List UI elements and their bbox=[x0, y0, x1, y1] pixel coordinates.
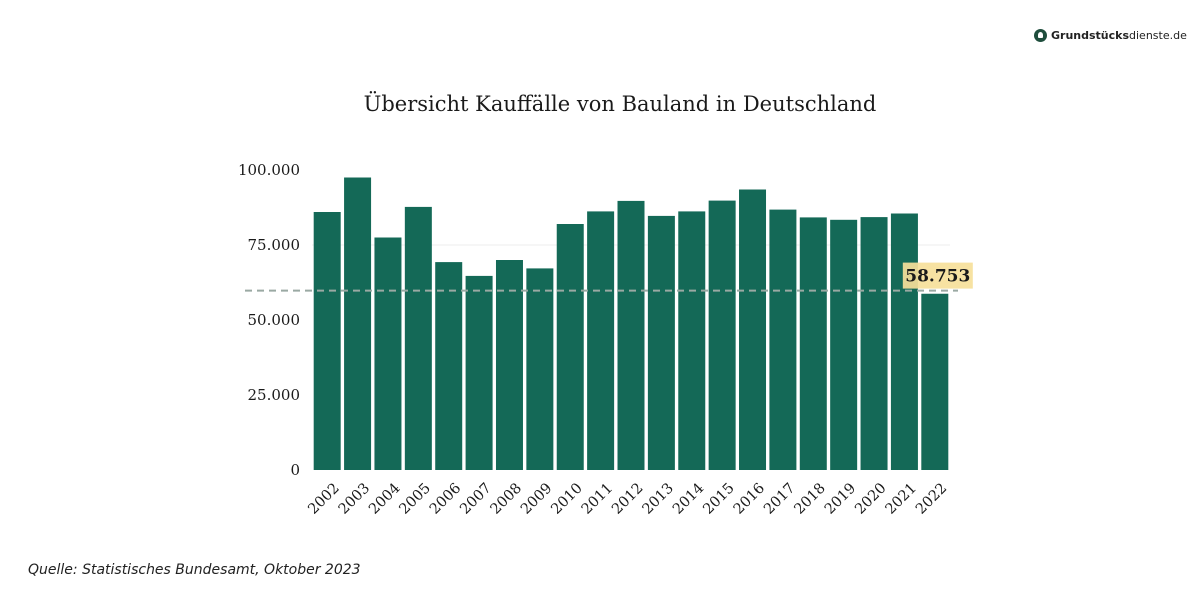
y-tick-label: 100.000 bbox=[238, 161, 300, 179]
bar-2002 bbox=[313, 212, 341, 470]
x-tick-label: 2014 bbox=[670, 480, 707, 517]
x-tick-label: 2005 bbox=[397, 480, 434, 517]
source-note: Quelle: Statistisches Bundesamt, Oktober… bbox=[28, 562, 361, 578]
x-tick-label: 2013 bbox=[640, 480, 677, 517]
bar-2014 bbox=[678, 211, 706, 470]
x-tick-label: 2010 bbox=[548, 480, 585, 517]
bar-2010 bbox=[556, 224, 584, 470]
y-tick-label: 50.000 bbox=[248, 311, 301, 329]
brand-logo: Grundstücksdienste.de bbox=[1034, 29, 1187, 42]
brand-name-bold: Grundstücks bbox=[1051, 29, 1130, 42]
bar-2021 bbox=[890, 213, 918, 470]
bar-2005 bbox=[404, 206, 432, 470]
bar-2019 bbox=[830, 219, 858, 470]
x-tick-label: 2017 bbox=[761, 480, 798, 517]
x-tick-label: 2016 bbox=[731, 480, 768, 517]
bar-2007 bbox=[465, 275, 493, 470]
x-tick-label: 2012 bbox=[609, 480, 646, 517]
bar-2006 bbox=[435, 262, 463, 470]
brand-name-light: dienste.de bbox=[1129, 29, 1187, 42]
x-tick-label: 2018 bbox=[791, 480, 828, 517]
y-tick-label: 0 bbox=[290, 461, 300, 479]
y-tick-label: 75.000 bbox=[248, 236, 301, 254]
annotation-label: 58.753 bbox=[905, 267, 970, 287]
x-tick-label: 2015 bbox=[700, 480, 737, 517]
x-tick-label: 2020 bbox=[852, 480, 889, 517]
bar-2016 bbox=[739, 189, 767, 470]
bar-2011 bbox=[587, 211, 615, 470]
bar-2012 bbox=[617, 200, 645, 470]
bar-2015 bbox=[708, 200, 736, 470]
x-tick-label: 2008 bbox=[488, 480, 525, 517]
bar-2018 bbox=[799, 217, 827, 470]
x-tick-label: 2006 bbox=[427, 480, 464, 517]
bar-2008 bbox=[495, 260, 523, 470]
x-tick-label: 2021 bbox=[883, 480, 920, 517]
x-tick-label: 2004 bbox=[366, 480, 403, 517]
chart-title: Übersicht Kauffälle von Bauland in Deuts… bbox=[363, 92, 877, 116]
bar-2017 bbox=[769, 209, 797, 470]
brand-icon bbox=[1034, 29, 1047, 42]
y-tick-label: 25.000 bbox=[248, 386, 301, 404]
x-tick-label: 2022 bbox=[913, 480, 950, 517]
bar-2013 bbox=[647, 215, 675, 470]
x-tick-label: 2011 bbox=[579, 480, 616, 517]
bar-2003 bbox=[344, 177, 372, 470]
bar-2022 bbox=[921, 293, 949, 470]
x-tick-label: 2003 bbox=[336, 480, 373, 517]
x-tick-label: 2009 bbox=[518, 480, 555, 517]
bar-2004 bbox=[374, 237, 402, 470]
bar-2020 bbox=[860, 217, 888, 470]
x-tick-label: 2019 bbox=[822, 480, 859, 517]
x-tick-label: 2007 bbox=[457, 480, 494, 517]
x-tick-label: 2002 bbox=[305, 480, 342, 517]
bar-2009 bbox=[526, 268, 554, 470]
annotation-box bbox=[902, 262, 973, 289]
